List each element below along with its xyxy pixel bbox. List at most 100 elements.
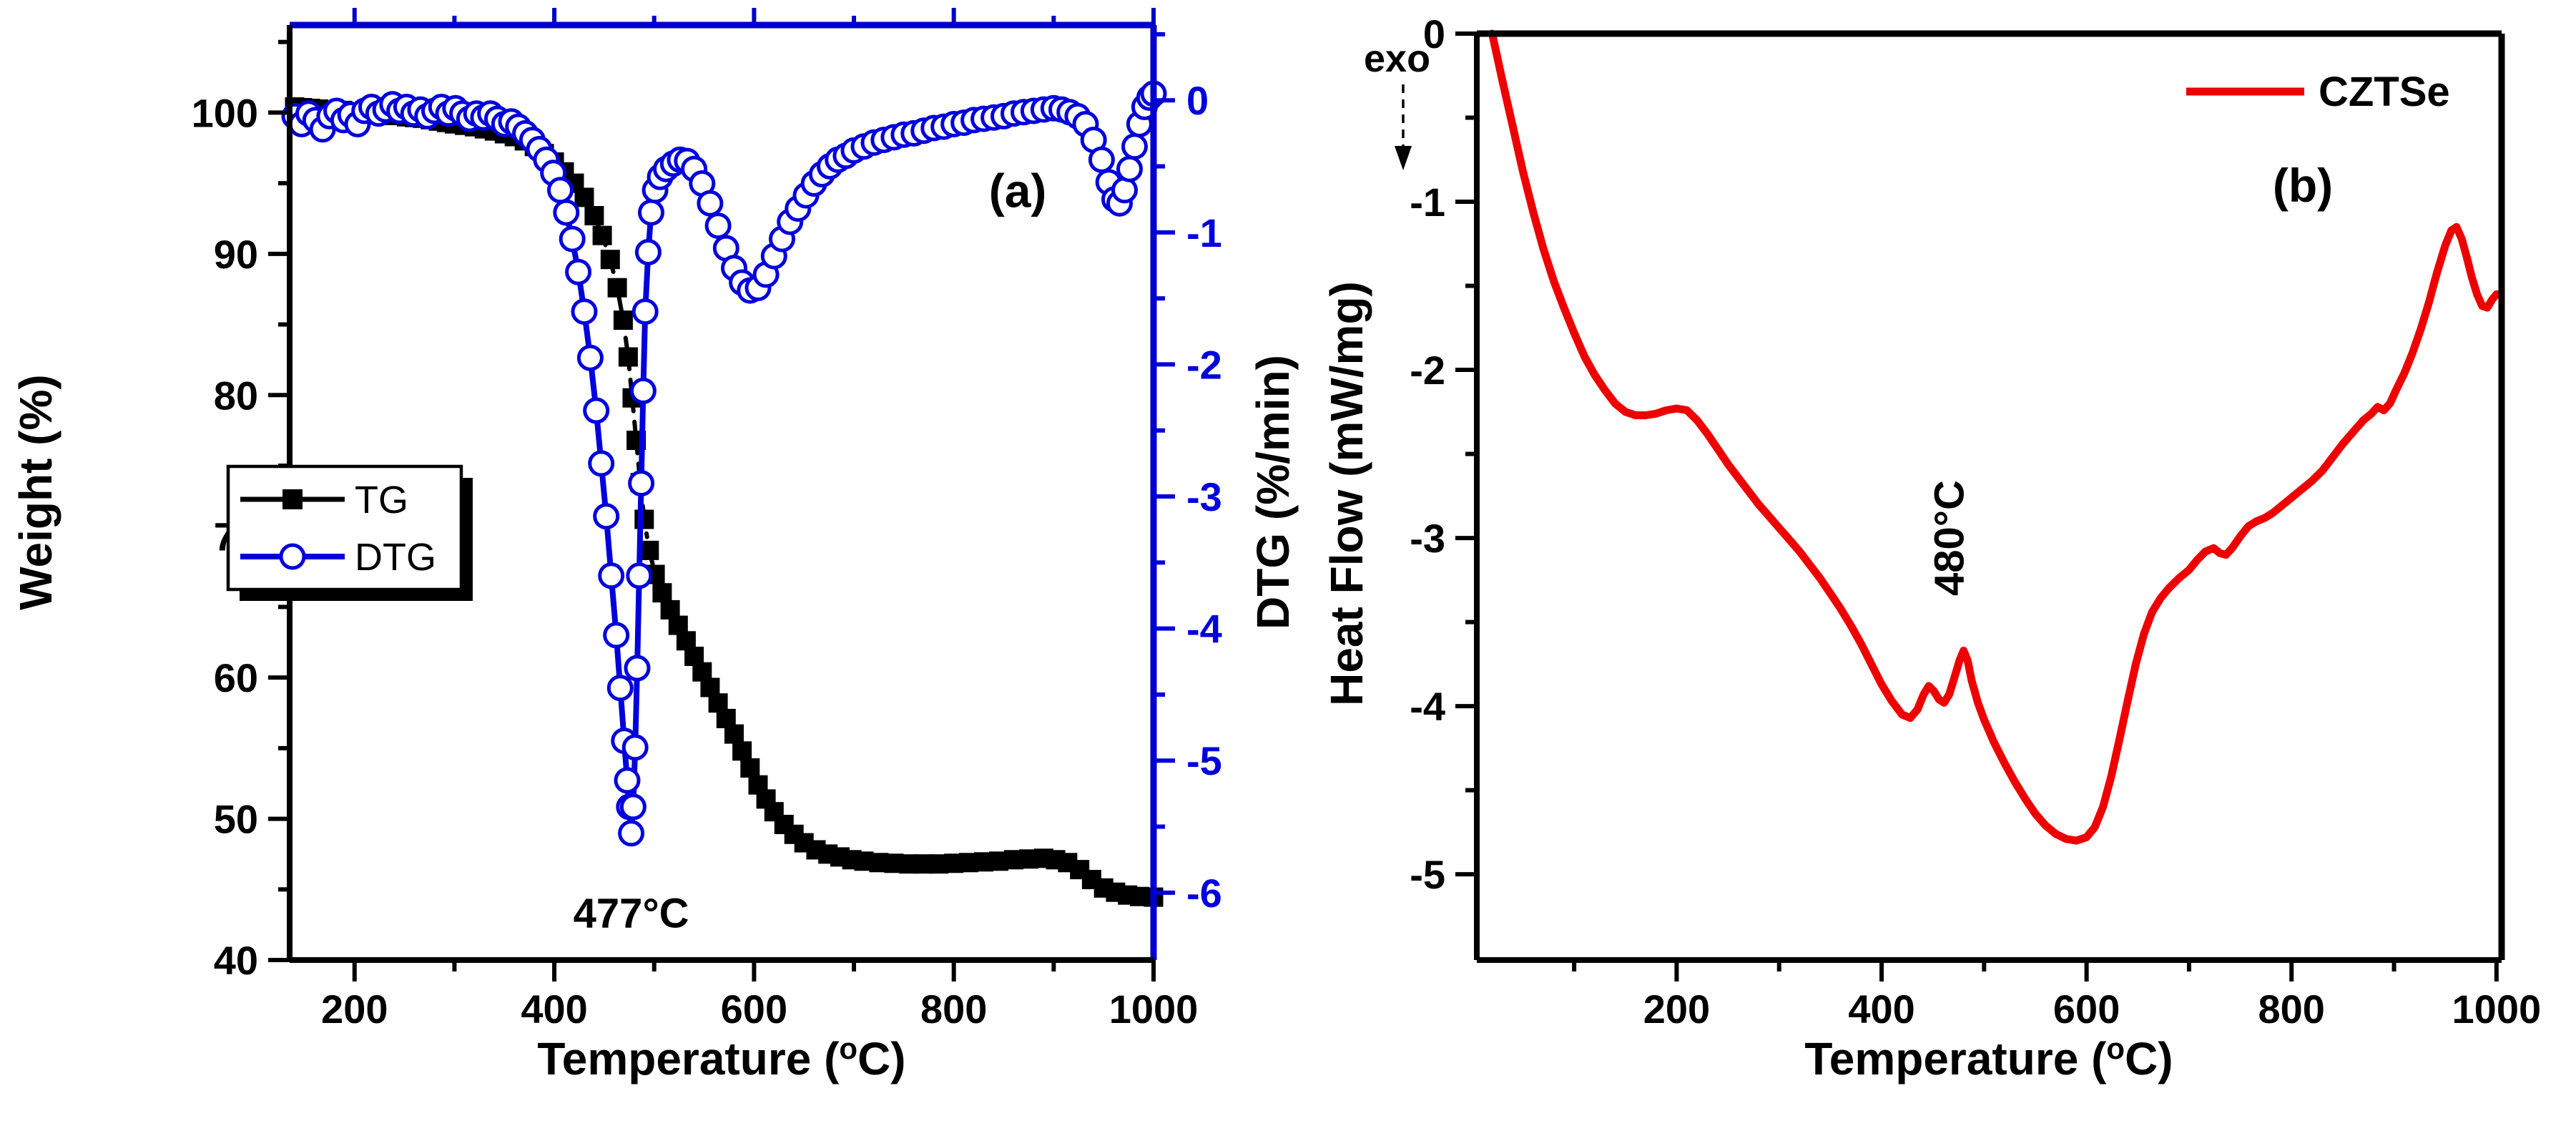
dtg-marker <box>1088 146 1115 173</box>
y-axis-left: 100908070605040Weight (%) <box>10 39 290 983</box>
dtg-marker <box>1116 155 1143 182</box>
y-left-tick-label: 40 <box>214 938 258 983</box>
x-tick-label: 1000 <box>1109 986 1199 1032</box>
panel-b-chart: 200 400 600 800 1000 Temperature (oC) 0 -1 -2 -3 -… <box>1323 11 2542 1084</box>
x-tick-label: 400 <box>521 986 587 1032</box>
x-tick-label: 1000 <box>2452 986 2542 1032</box>
dtg-marker <box>626 562 653 589</box>
dtg-marker <box>576 344 604 371</box>
tg-marker <box>607 278 627 298</box>
legend-box <box>226 464 463 592</box>
y-left-tick-label: 90 <box>214 232 258 277</box>
dtg-marker <box>631 298 659 325</box>
y-left-tick-label: -3 <box>1410 516 1445 561</box>
dtg-curve <box>281 80 1167 847</box>
dtg-marker <box>628 470 655 497</box>
y-left-tick-label: 60 <box>214 655 258 700</box>
dtg-marker <box>618 820 645 847</box>
dtg-marker <box>629 377 657 404</box>
x-axis-title: Temperature (oC) <box>537 1032 905 1084</box>
x-tick-label: 200 <box>1643 986 1710 1032</box>
dtg-marker <box>547 177 574 204</box>
dtg-marker <box>1121 133 1148 160</box>
y-right-tick-label: -6 <box>1186 871 1222 916</box>
dtg-marker <box>624 655 651 682</box>
y-right-tick-label: -5 <box>1186 738 1222 783</box>
legend-label: CZTSe <box>2319 69 2450 115</box>
dtg-marker <box>614 767 641 794</box>
panel-label: (b) <box>2273 159 2333 212</box>
dtg-marker <box>704 212 732 240</box>
annotation-480c: 480°C <box>1927 480 1973 596</box>
x-axis: 200 400 600 800 1000 Temperature (oC) <box>321 8 1198 1084</box>
x-tick-label: 800 <box>920 986 987 1032</box>
dtg-marker <box>1111 177 1138 204</box>
dtg-marker <box>598 562 625 589</box>
tg-marker <box>613 310 633 330</box>
tg-marker <box>592 225 612 245</box>
x-tick-label: 800 <box>2258 986 2325 1032</box>
dtg-marker <box>697 190 724 217</box>
y-left-tick-label: 80 <box>214 373 258 418</box>
tg-marker <box>732 741 752 761</box>
y-axis-right: 0 -1 -2 -3 -4 -5 -6 DTG (%/min) <box>1154 31 1299 916</box>
x-axis-title: Temperature (oC) <box>1804 1032 2173 1084</box>
y-left-axis-title: Weight (%) <box>10 374 62 609</box>
plot-frame <box>1474 30 2505 963</box>
legend-square-marker <box>282 489 303 509</box>
y-right-tick-label: -4 <box>1186 607 1222 652</box>
y-left-axis-title: Heat Flow (mW/mg) <box>1323 281 1372 706</box>
tg-marker <box>600 250 620 270</box>
y-left-tick-label: -4 <box>1410 684 1445 729</box>
tg-marker <box>574 187 594 207</box>
legend-label: TG <box>355 479 408 522</box>
cztse-curve <box>1488 29 2501 845</box>
y-left-tick-label: -5 <box>1410 852 1445 897</box>
legend-circle-marker <box>279 543 306 570</box>
legend: CZTSe <box>2186 69 2450 115</box>
y-left-tick-label: -1 <box>1410 180 1445 225</box>
dtg-marker <box>565 258 592 285</box>
y-right-tick-label: 0 <box>1186 78 1209 123</box>
dtg-marker <box>583 397 610 424</box>
y-right-tick-label: -1 <box>1186 210 1222 255</box>
dtg-marker <box>603 622 630 649</box>
dtg-marker <box>634 239 662 265</box>
y-left-tick-label: -2 <box>1410 348 1445 393</box>
dtg-marker <box>593 503 620 530</box>
exo-label: exo <box>1364 37 1430 80</box>
x-tick-label: 600 <box>721 986 787 1032</box>
tg-marker <box>652 583 672 603</box>
dtg-marker <box>559 225 586 253</box>
dtg-marker <box>588 450 615 477</box>
dtg-marker <box>571 298 598 325</box>
tg-marker <box>618 347 638 367</box>
tg-marker <box>639 540 659 560</box>
exo-annotation: exo <box>1364 37 1430 170</box>
exo-arrow-head <box>1395 146 1412 170</box>
dtg-marker <box>606 675 634 702</box>
dtg-marker <box>553 199 580 226</box>
x-axis: 200 400 600 800 1000 Temperature (oC) <box>1572 960 2542 1084</box>
annotation-477c: 477°C <box>574 891 689 937</box>
y-right-tick-label: -3 <box>1186 474 1222 519</box>
legend: TG DTG <box>226 464 473 601</box>
dtg-marker <box>621 734 649 761</box>
y-axis-left: 0 -1 -2 -3 -4 -5 Heat Flow (mW/mg) <box>1323 11 1477 897</box>
y-right-axis-title: DTG (%/min) <box>1247 355 1299 630</box>
x-tick-label: 400 <box>1848 986 1914 1032</box>
dtg-marker <box>619 793 647 821</box>
y-right-tick-label: -2 <box>1186 342 1222 387</box>
y-left-tick-label: 100 <box>192 90 258 135</box>
tg-marker <box>724 724 744 744</box>
cztse-line <box>1488 29 2501 845</box>
tg-marker <box>584 206 604 225</box>
panel-label: (a) <box>989 165 1047 217</box>
x-tick-label: 600 <box>2053 986 2120 1032</box>
x-tick-label: 200 <box>321 986 388 1032</box>
y-left-tick-label: 0 <box>1423 11 1445 57</box>
dtg-marker <box>638 199 664 226</box>
y-left-tick-label: 50 <box>214 797 258 842</box>
